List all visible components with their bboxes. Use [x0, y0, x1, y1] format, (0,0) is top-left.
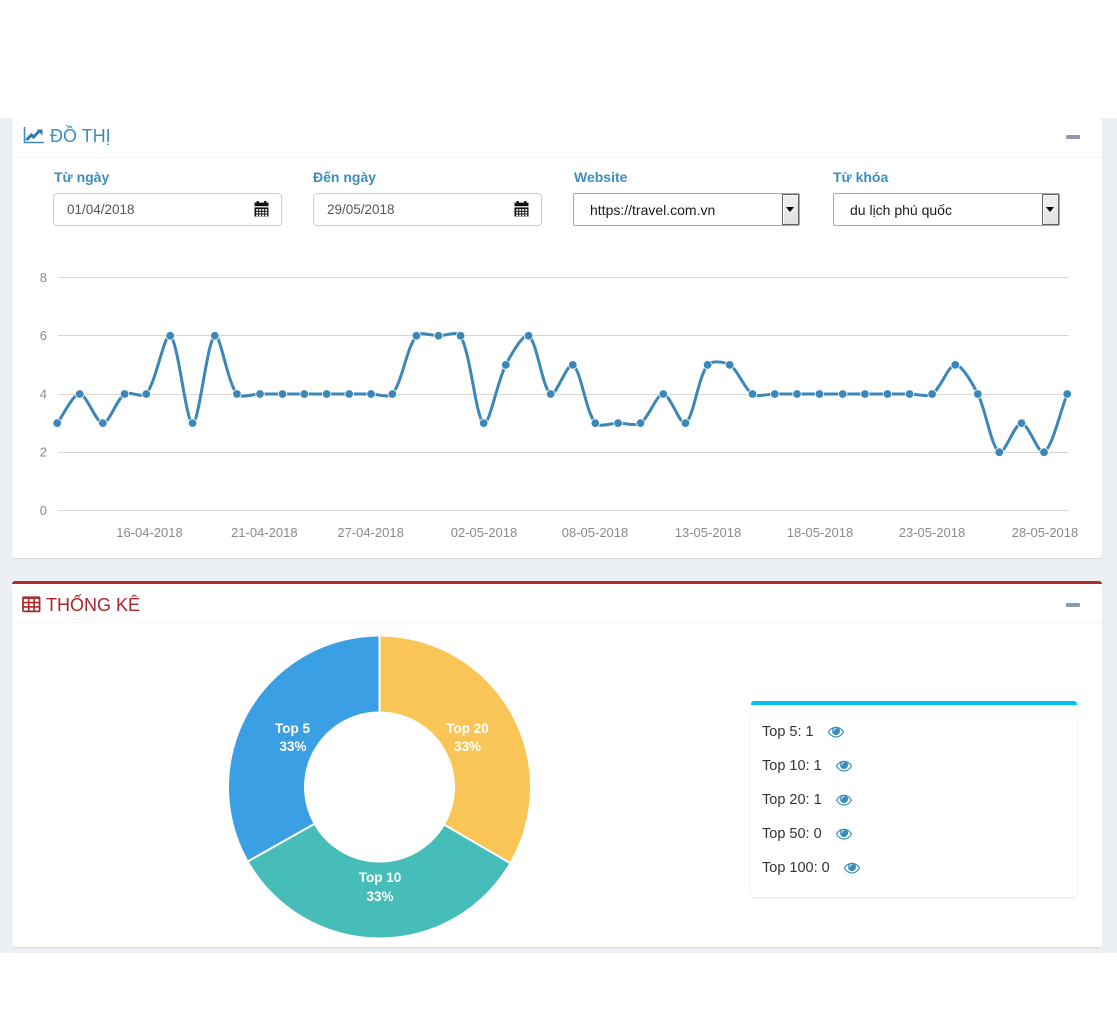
svg-text:6: 6: [40, 328, 47, 343]
svg-text:Top 5: Top 5: [275, 721, 310, 736]
svg-text:16-04-2018: 16-04-2018: [116, 525, 183, 540]
svg-text:27-04-2018: 27-04-2018: [337, 525, 404, 540]
svg-text:08-05-2018: 08-05-2018: [562, 525, 629, 540]
svg-text:13-05-2018: 13-05-2018: [675, 525, 742, 540]
svg-text:18-05-2018: 18-05-2018: [787, 525, 854, 540]
svg-text:28-05-2018: 28-05-2018: [1012, 525, 1079, 540]
svg-text:2: 2: [40, 445, 47, 460]
svg-text:Top 20: Top 20: [446, 721, 489, 736]
svg-text:23-05-2018: 23-05-2018: [899, 525, 966, 540]
svg-text:33%: 33%: [279, 739, 306, 754]
svg-text:8: 8: [40, 270, 47, 285]
svg-text:Top 10: Top 10: [359, 870, 402, 885]
svg-text:0: 0: [40, 503, 47, 518]
svg-text:21-04-2018: 21-04-2018: [231, 525, 298, 540]
svg-text:02-05-2018: 02-05-2018: [451, 525, 518, 540]
svg-text:33%: 33%: [366, 889, 393, 904]
svg-text:33%: 33%: [454, 739, 481, 754]
svg-text:4: 4: [40, 387, 47, 402]
